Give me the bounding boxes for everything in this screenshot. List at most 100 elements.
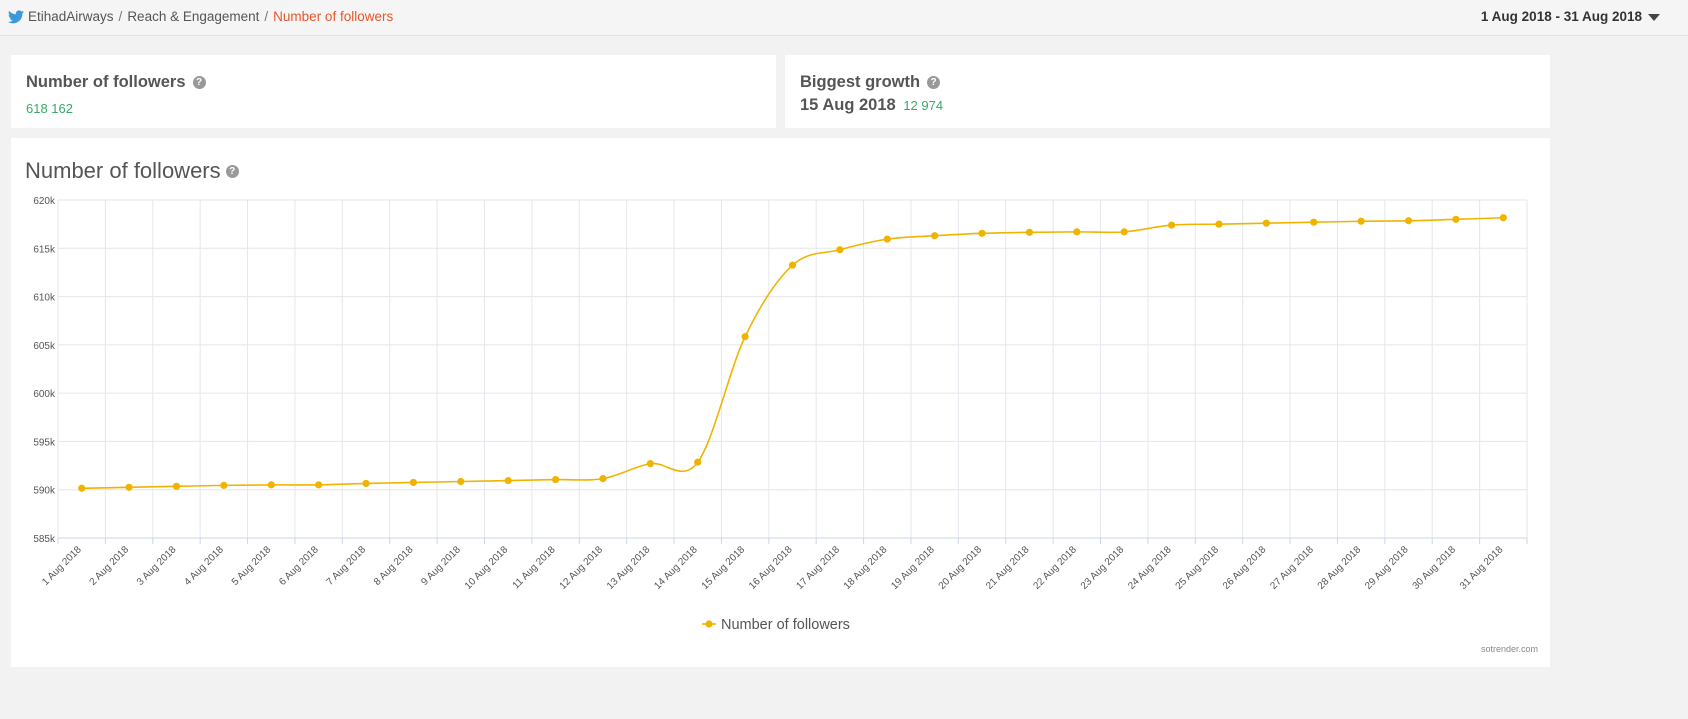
breadcrumb-section[interactable]: Reach & Engagement bbox=[127, 9, 260, 24]
x-tick-label: 7 Aug 2018 bbox=[325, 544, 369, 588]
x-tick-label: 26 Aug 2018 bbox=[1221, 544, 1269, 592]
x-tick-label: 12 Aug 2018 bbox=[558, 544, 606, 592]
x-tick-label: 6 Aug 2018 bbox=[277, 544, 321, 588]
breadcrumb-separator: / bbox=[118, 9, 123, 24]
y-tick-label: 605k bbox=[33, 341, 56, 352]
breadcrumb-account[interactable]: EtihadAirways bbox=[28, 9, 114, 24]
data-point bbox=[1073, 228, 1081, 236]
x-tick-label: 8 Aug 2018 bbox=[372, 544, 416, 588]
x-tick-label: 29 Aug 2018 bbox=[1363, 544, 1411, 592]
legend-label: Number of followers bbox=[721, 617, 850, 633]
chart-title: Number of followers ? bbox=[25, 158, 239, 184]
data-point bbox=[836, 246, 844, 254]
x-tick-label: 14 Aug 2018 bbox=[652, 544, 700, 592]
breadcrumb: EtihadAirways / Reach & Engagement / Num… bbox=[8, 9, 393, 24]
data-point bbox=[883, 235, 891, 243]
data-point bbox=[267, 481, 275, 489]
data-point bbox=[78, 484, 86, 492]
kpi-card-followers: Number of followers ? 618 162 bbox=[11, 55, 776, 128]
data-point bbox=[172, 482, 181, 490]
data-point bbox=[125, 483, 133, 491]
data-point bbox=[1452, 215, 1460, 223]
data-point bbox=[1310, 218, 1318, 226]
data-point bbox=[220, 481, 228, 489]
kpi-title: Number of followers ? bbox=[26, 73, 206, 92]
kpi-growth-row: 15 Aug 2018 12 974 bbox=[800, 96, 943, 115]
x-tick-label: 30 Aug 2018 bbox=[1411, 544, 1459, 592]
x-tick-label: 2 Aug 2018 bbox=[88, 544, 132, 588]
y-tick-label: 590k bbox=[33, 486, 56, 497]
chart-grid bbox=[57, 199, 1528, 539]
chevron-down-icon[interactable] bbox=[1648, 14, 1660, 21]
top-bar: EtihadAirways / Reach & Engagement / Num… bbox=[0, 0, 1688, 36]
x-tick-label: 15 Aug 2018 bbox=[700, 544, 748, 592]
x-tick-label: 17 Aug 2018 bbox=[795, 544, 843, 592]
kpi-card-growth: Biggest growth ? 15 Aug 2018 12 974 bbox=[785, 55, 1550, 128]
data-point bbox=[694, 458, 702, 466]
chart-panel: Number of followers ? 585k 590k 595k 600k 60… bbox=[11, 138, 1550, 667]
y-tick-label: 600k bbox=[33, 389, 56, 400]
y-tick-label: 620k bbox=[33, 196, 56, 207]
x-tick-label: 24 Aug 2018 bbox=[1126, 544, 1174, 592]
data-point bbox=[1120, 228, 1128, 236]
help-icon[interactable]: ? bbox=[927, 76, 941, 89]
x-tick-label: 25 Aug 2018 bbox=[1174, 544, 1222, 592]
kpi-title-label: Number of followers bbox=[26, 73, 186, 91]
growth-value: 12 974 bbox=[903, 98, 944, 113]
data-point bbox=[788, 261, 797, 269]
data-point bbox=[599, 475, 607, 483]
x-tick-label: 9 Aug 2018 bbox=[419, 544, 463, 588]
legend-item[interactable]: Number of followers bbox=[702, 617, 850, 633]
breadcrumb-current: Number of followers bbox=[273, 9, 394, 24]
x-tick-label: 18 Aug 2018 bbox=[842, 544, 890, 592]
credit-text[interactable]: sotrender.com bbox=[1480, 644, 1538, 654]
data-point bbox=[315, 481, 323, 489]
x-tick-label: 5 Aug 2018 bbox=[230, 544, 274, 588]
x-tick-label: 1 Aug 2018 bbox=[40, 544, 84, 588]
kpi-value: 618 162 bbox=[26, 101, 73, 116]
data-point bbox=[1404, 217, 1413, 225]
twitter-icon bbox=[8, 9, 24, 23]
data-point bbox=[457, 477, 465, 486]
y-tick-label: 595k bbox=[33, 437, 56, 448]
x-tick-label: 22 Aug 2018 bbox=[1031, 544, 1079, 592]
data-point bbox=[741, 333, 749, 341]
data-point bbox=[504, 476, 512, 485]
data-point bbox=[1262, 219, 1270, 227]
x-tick-label: 31 Aug 2018 bbox=[1458, 544, 1506, 592]
growth-date: 15 Aug 2018 bbox=[800, 96, 896, 114]
kpi-title-label: Biggest growth bbox=[800, 73, 921, 91]
x-tick-label: 10 Aug 2018 bbox=[463, 544, 511, 592]
data-point bbox=[1499, 214, 1507, 222]
x-tick-label: 23 Aug 2018 bbox=[1079, 544, 1127, 592]
followers-line-chart: 585k 590k 595k 600k 605k 610k 615k 620k 1 Aug 20… bbox=[33, 196, 1528, 633]
x-tick-label: 19 Aug 2018 bbox=[889, 544, 937, 592]
x-tick-label: 4 Aug 2018 bbox=[182, 544, 226, 588]
data-point bbox=[931, 232, 939, 240]
data-point bbox=[551, 475, 560, 484]
y-tick-label: 615k bbox=[33, 244, 56, 255]
help-icon[interactable]: ? bbox=[225, 164, 239, 178]
data-point bbox=[646, 460, 654, 468]
kpi-title: Biggest growth ? bbox=[800, 73, 941, 92]
x-tick-label: 28 Aug 2018 bbox=[1316, 544, 1364, 592]
date-range-picker[interactable]: 1 Aug 2018 - 31 Aug 2018 bbox=[1480, 9, 1642, 24]
x-tick-label: 27 Aug 2018 bbox=[1268, 544, 1316, 592]
legend-marker bbox=[705, 620, 713, 628]
y-tick-label: 610k bbox=[33, 293, 56, 304]
x-tick-label: 11 Aug 2018 bbox=[511, 544, 558, 591]
x-tick-label: 3 Aug 2018 bbox=[135, 544, 179, 588]
chart-title-label: Number of followers bbox=[25, 158, 221, 183]
data-point bbox=[409, 478, 418, 487]
data-point bbox=[1357, 217, 1365, 225]
breadcrumb-separator: / bbox=[264, 9, 269, 24]
help-icon[interactable]: ? bbox=[192, 76, 206, 89]
data-point bbox=[1025, 228, 1034, 236]
data-point bbox=[978, 229, 986, 237]
x-tick-label: 20 Aug 2018 bbox=[937, 544, 985, 592]
x-tick-label: 16 Aug 2018 bbox=[747, 544, 795, 592]
y-tick-label: 585k bbox=[33, 534, 56, 545]
data-point bbox=[1215, 220, 1223, 228]
data-point bbox=[362, 479, 370, 488]
x-tick-label: 21 Aug 2018 bbox=[984, 544, 1032, 592]
